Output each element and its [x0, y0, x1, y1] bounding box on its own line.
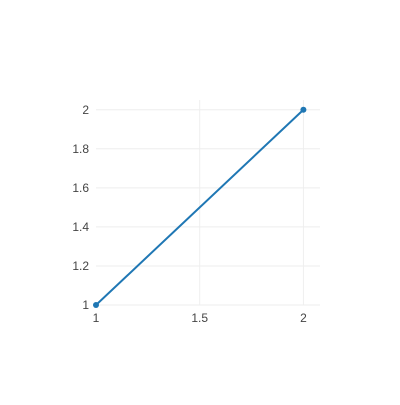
data-point[interactable]	[300, 106, 307, 113]
x-tick-label: 1	[93, 311, 100, 325]
y-tick-label: 1.2	[72, 259, 89, 273]
y-tick-label: 1.4	[72, 220, 89, 234]
grid	[96, 100, 320, 306]
y-tick-label: 1.8	[72, 142, 89, 156]
x-tick-label: 2	[300, 311, 307, 325]
y-tick-label: 1.6	[72, 181, 89, 195]
y-tick-label: 1	[82, 298, 89, 312]
series-line	[95, 109, 305, 306]
x-axis-ticks: 1 1.5 2	[93, 311, 307, 325]
data-point[interactable]	[93, 302, 99, 308]
series-layer	[93, 106, 307, 308]
y-tick-label: 2	[82, 103, 89, 117]
y-axis-ticks: 1 1.2 1.4 1.6 1.8 2	[72, 103, 89, 312]
x-tick-label: 1.5	[191, 311, 208, 325]
